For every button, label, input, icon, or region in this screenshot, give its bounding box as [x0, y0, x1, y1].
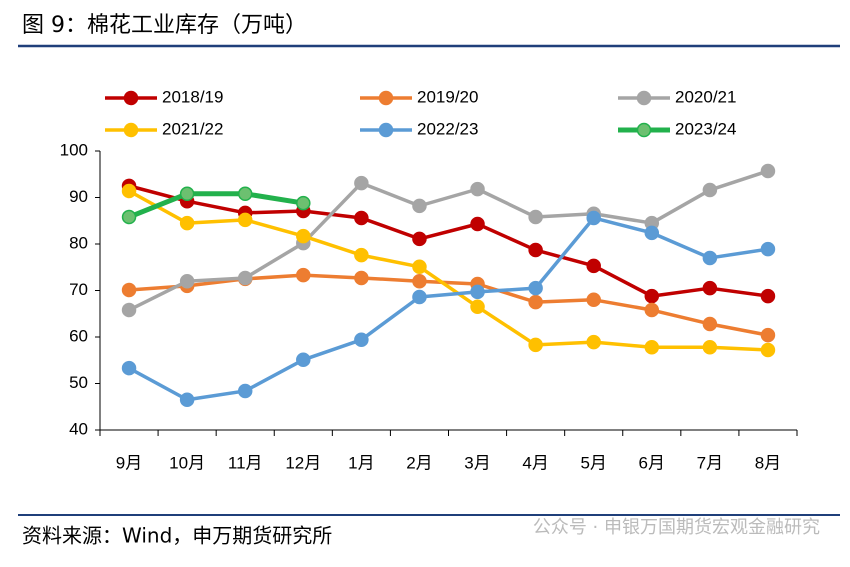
- point: [121, 282, 137, 298]
- point: [760, 241, 776, 257]
- y-tick-label: 70: [69, 280, 88, 299]
- point: [237, 186, 253, 202]
- point: [702, 280, 718, 296]
- legend-marker: [123, 90, 139, 106]
- legend-label: 2020/21: [675, 87, 736, 106]
- x-tick-label: 4月: [522, 453, 548, 472]
- point: [237, 270, 253, 286]
- x-tick-label: 1月: [348, 453, 374, 472]
- x-tick-label: 11月: [228, 453, 263, 472]
- point: [296, 267, 311, 283]
- legend-label: 2019/20: [417, 87, 478, 106]
- series-line: [128, 184, 769, 298]
- y-tick-label: 40: [69, 419, 88, 438]
- point: [760, 342, 776, 358]
- y-tick-label: 80: [69, 233, 88, 252]
- legend-marker: [636, 122, 652, 138]
- point: [702, 339, 718, 355]
- point: [760, 327, 776, 343]
- point: [237, 212, 253, 228]
- watermark: 公众号 · 申银万国期货宏观金融研究: [533, 517, 820, 538]
- point: [179, 392, 195, 408]
- point: [296, 228, 311, 244]
- point: [237, 383, 253, 399]
- point: [528, 209, 543, 225]
- point: [586, 258, 601, 274]
- point: [179, 273, 195, 289]
- y-tick-label: 60: [69, 326, 88, 345]
- legend-marker: [378, 122, 394, 138]
- point: [586, 292, 601, 308]
- point: [470, 216, 485, 232]
- x-tick-label: 2月: [406, 453, 432, 472]
- x-tick-label: 7月: [697, 453, 723, 472]
- series-line: [128, 169, 769, 312]
- series-line: [128, 216, 769, 402]
- y-tick-label: 50: [69, 373, 88, 392]
- point: [760, 288, 776, 304]
- point: [702, 316, 718, 332]
- point: [528, 294, 543, 310]
- y-tick-label: 100: [60, 140, 88, 159]
- y-tick-label: 90: [69, 187, 88, 206]
- point: [412, 273, 427, 289]
- point: [354, 270, 369, 286]
- point: [644, 339, 660, 355]
- x-tick-label: 9月: [116, 453, 142, 472]
- point: [121, 302, 137, 318]
- point: [412, 231, 427, 247]
- x-tick-label: 12月: [285, 453, 321, 472]
- series-line: [128, 273, 769, 337]
- x-tick-label: 8月: [755, 453, 781, 472]
- point: [644, 302, 660, 318]
- point: [644, 225, 660, 241]
- point: [586, 334, 601, 350]
- point: [296, 195, 311, 211]
- chart-title: 图 9：棉花工业库存（万吨）: [22, 13, 307, 38]
- x-tick-label: 5月: [580, 453, 606, 472]
- point: [179, 186, 195, 202]
- source: 资料来源：Wind，申万期货研究所: [22, 524, 332, 548]
- point: [528, 242, 543, 258]
- x-tick-label: 6月: [639, 453, 665, 472]
- x-tick-label: 3月: [464, 453, 490, 472]
- point: [586, 210, 601, 226]
- point: [354, 210, 369, 226]
- legend-label: 2022/23: [417, 119, 478, 138]
- point: [354, 247, 369, 263]
- point: [412, 259, 427, 275]
- point: [121, 209, 137, 225]
- point: [528, 280, 543, 296]
- series-line: [128, 191, 304, 220]
- point: [702, 250, 718, 266]
- point: [760, 163, 776, 179]
- point: [470, 181, 485, 197]
- point: [179, 215, 195, 231]
- x-tick-label: 10月: [169, 453, 205, 472]
- legend-label: 2021/22: [162, 119, 223, 138]
- series-line: [128, 189, 769, 352]
- point: [470, 284, 485, 300]
- point: [296, 352, 311, 368]
- point: [412, 198, 427, 214]
- point: [412, 289, 427, 305]
- legend-marker: [123, 122, 139, 138]
- point: [470, 299, 485, 315]
- legend-marker: [378, 90, 394, 106]
- legend-marker: [636, 90, 652, 106]
- legend-label: 2023/24: [675, 119, 736, 138]
- point: [354, 332, 369, 348]
- point: [121, 183, 137, 199]
- point: [528, 337, 543, 353]
- legend-label: 2018/19: [162, 87, 223, 106]
- point: [702, 182, 718, 198]
- point: [121, 360, 137, 376]
- point: [354, 175, 369, 191]
- point: [644, 288, 660, 304]
